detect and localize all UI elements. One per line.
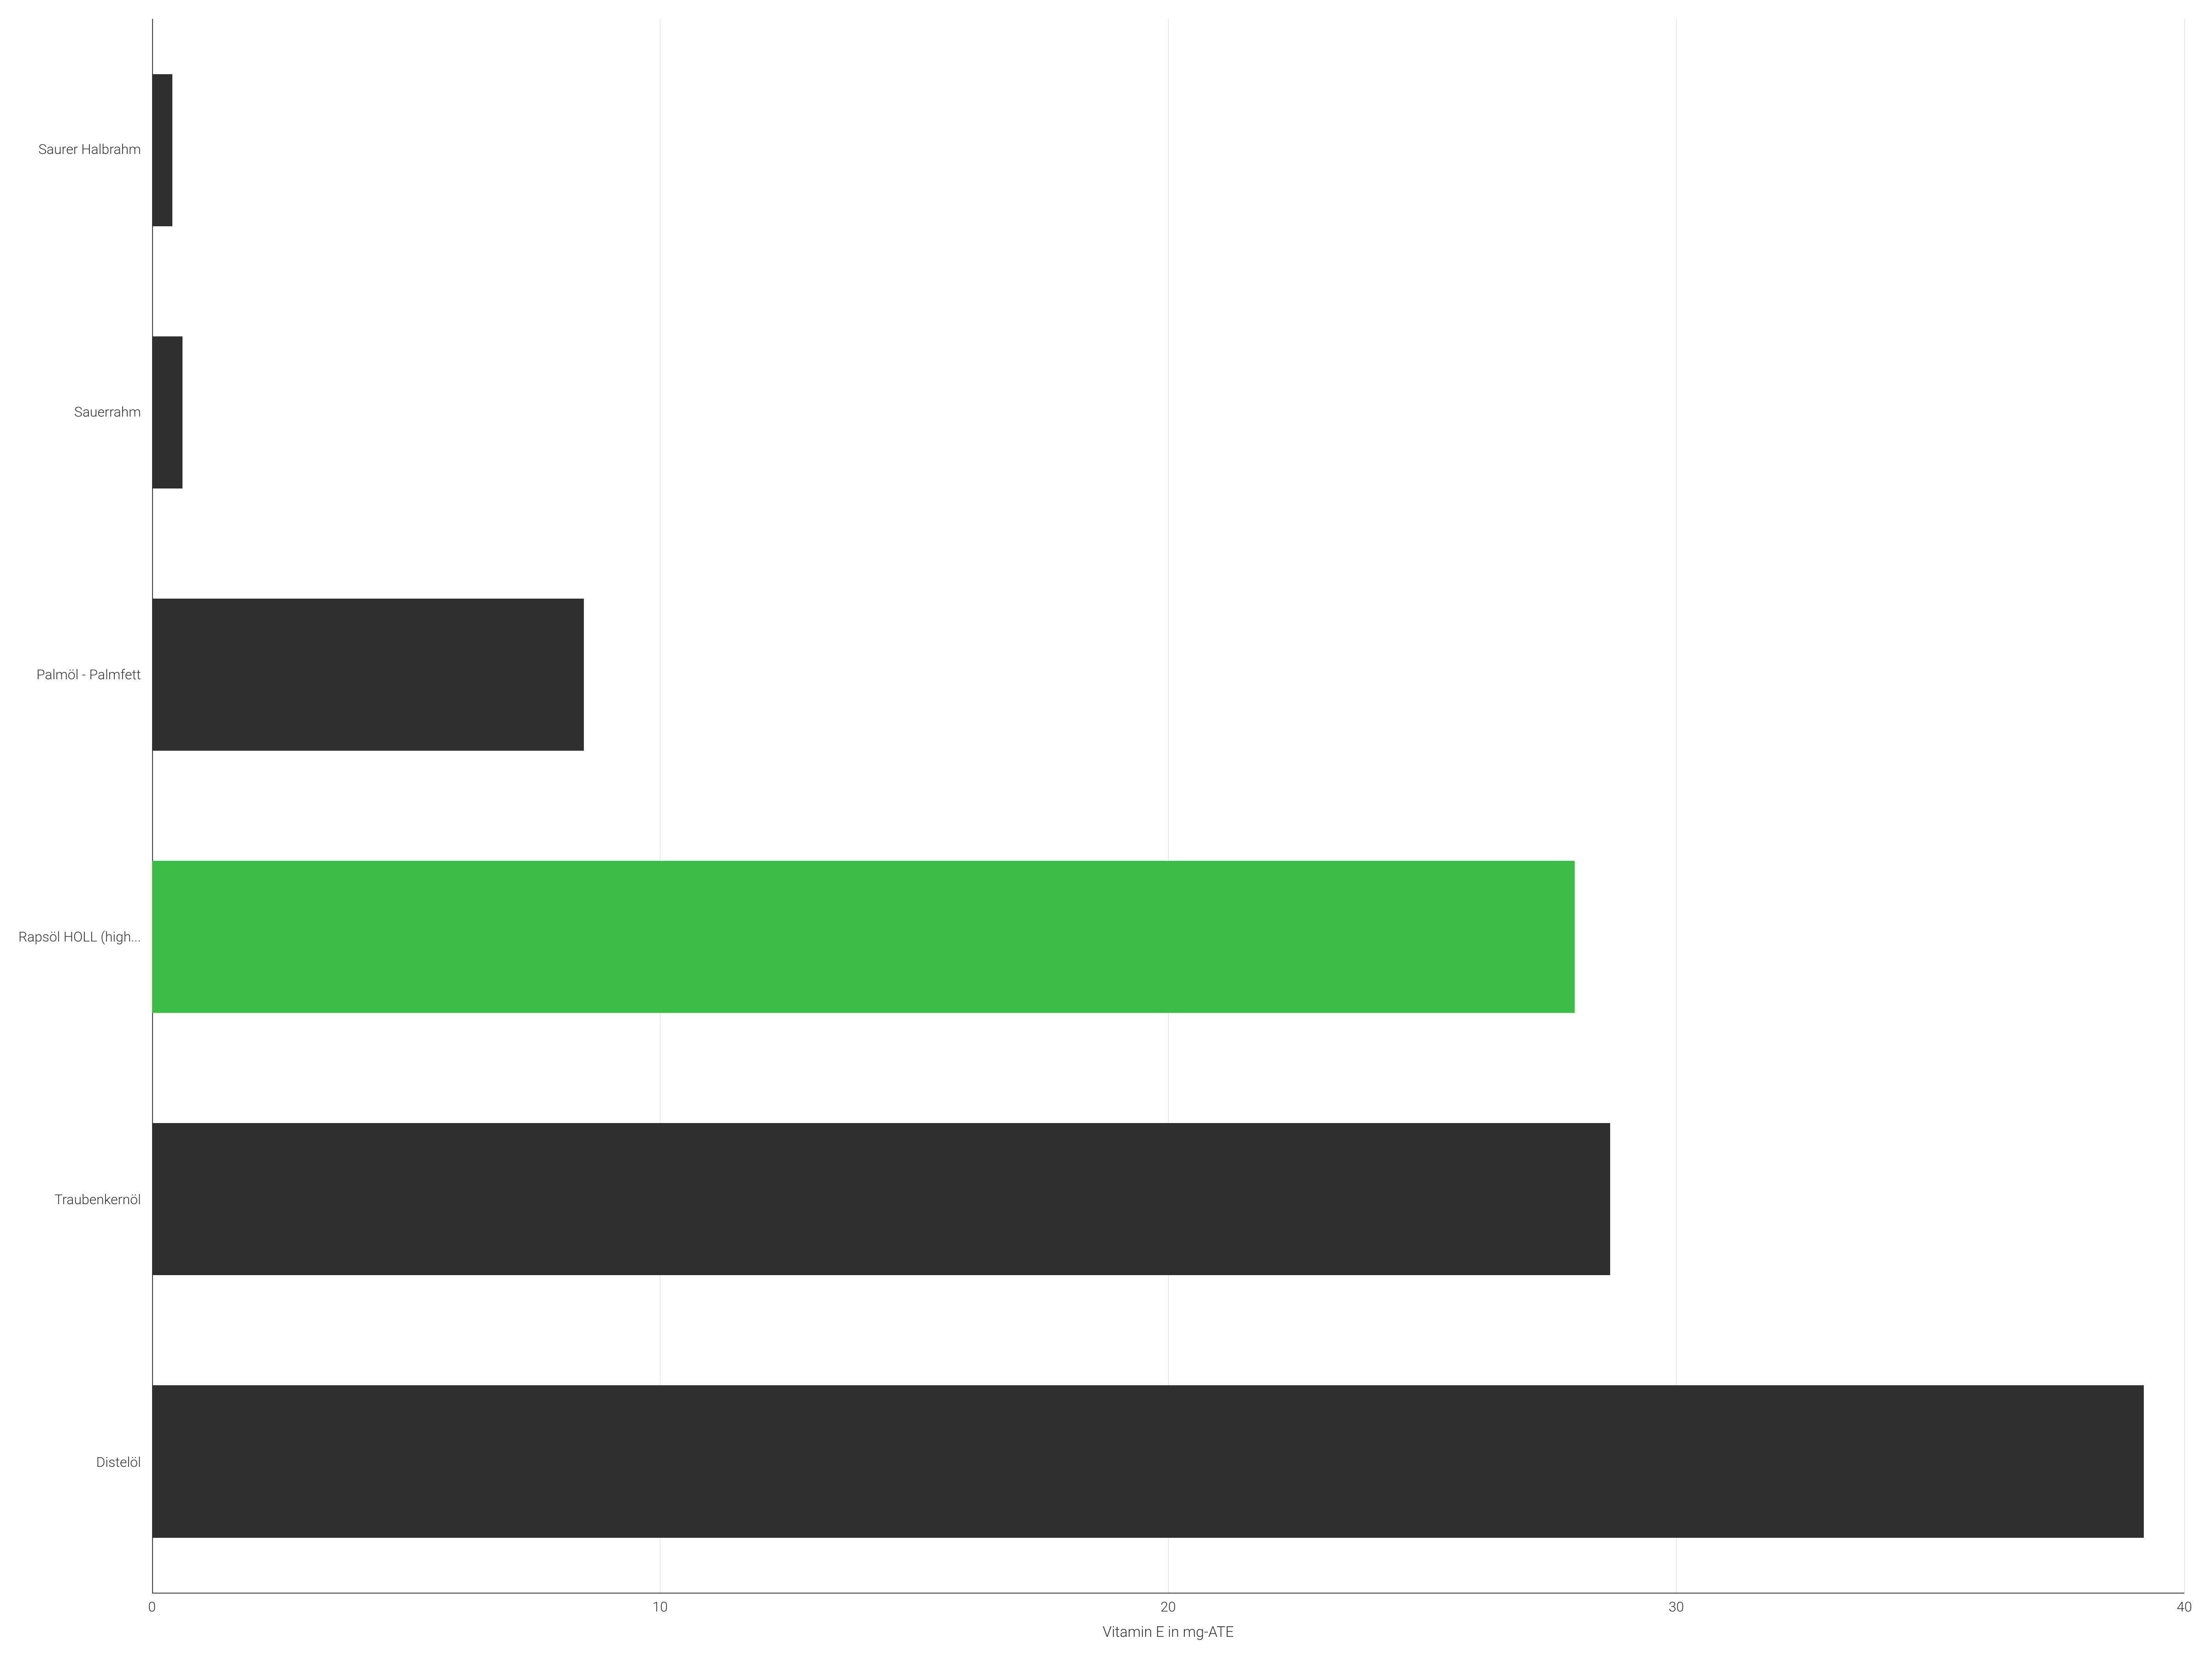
x-tick-label: 20 [1160,1599,1176,1615]
bars-container [152,19,2184,1593]
y-axis-label: Palmöl - Palmfett [18,543,141,806]
bar-slot [152,1330,2184,1593]
x-title-row: Vitamin E in mg-ATE [18,1621,2184,1641]
gridline [2184,19,2185,1593]
x-tick-label: 30 [1669,1599,1684,1615]
y-axis-label: Rapsöl HOLL (high... [18,806,141,1069]
bar-slot [152,19,2184,281]
x-tick-label: 40 [2177,1599,2192,1615]
bar-slot [152,543,2184,806]
bar-slot [152,281,2184,543]
y-axis-label: Sauerrahm [18,281,141,544]
vitamin-e-bar-chart: Saurer HalbrahmSauerrahmPalmöl - Palmfet… [0,0,2212,1659]
y-axis-label: Traubenkernöl [18,1069,141,1331]
x-tick-label: 10 [653,1599,668,1615]
bar [152,599,584,751]
x-axis: 010203040 [152,1594,2184,1621]
bar [152,1123,1610,1275]
x-axis-row: 010203040 [18,1594,2184,1621]
bar [152,336,182,488]
plot-row: Saurer HalbrahmSauerrahmPalmöl - Palmfet… [18,18,2184,1594]
x-axis-title: Vitamin E in mg-ATE [152,1621,2184,1641]
y-axis-label: Distelöl [18,1331,141,1594]
bar [152,74,172,226]
plot-area [152,18,2184,1594]
x-axis-spacer [18,1594,152,1621]
x-tick-label: 0 [148,1599,156,1615]
y-axis-labels: Saurer HalbrahmSauerrahmPalmöl - Palmfet… [18,18,152,1594]
bar-slot [152,1068,2184,1330]
bar [152,861,1575,1013]
x-title-spacer [18,1621,152,1641]
bar-slot [152,806,2184,1068]
bar [152,1385,2144,1537]
y-axis-label: Saurer Halbrahm [18,18,141,281]
